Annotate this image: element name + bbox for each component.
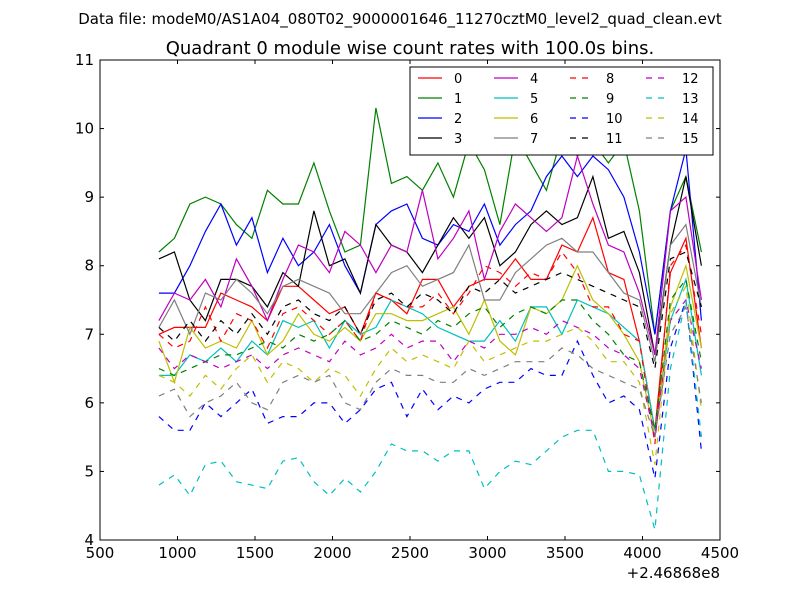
series-line-5: [158, 277, 702, 431]
y-tick-label: 11: [75, 51, 94, 69]
series-line-9: [158, 277, 702, 431]
series-line-11: [158, 251, 702, 369]
legend-label-14: 14: [682, 112, 699, 127]
series-line-13: [158, 299, 702, 530]
legend-label-2: 2: [454, 112, 462, 127]
series-line-0: [158, 215, 702, 431]
x-tick-label: 2500: [391, 544, 429, 562]
x-offset-label: +2.46868e8: [627, 564, 720, 582]
series-line-1: [158, 107, 702, 335]
legend-label-4: 4: [530, 72, 538, 87]
legend-label-8: 8: [606, 72, 614, 87]
legend-label-1: 1: [454, 92, 462, 107]
y-tick-label: 10: [75, 120, 94, 138]
x-axis: 500 1000 1500 2000 2500 3000 3500 4000 4500: [86, 60, 739, 562]
x-tick-label: 3000: [468, 544, 506, 562]
series-line-2: [158, 148, 702, 335]
series-layer: [158, 107, 702, 530]
legend-label-3: 3: [454, 132, 462, 147]
x-tick-label: 500: [86, 544, 115, 562]
chart-title: Quadrant 0 module wise count rates with …: [166, 38, 655, 59]
legend-label-10: 10: [606, 112, 623, 127]
x-tick-label: 4000: [623, 544, 661, 562]
x-tick-label: 3500: [546, 544, 584, 562]
legend-label-6: 6: [530, 112, 538, 127]
suptitle: Data file: modeM0/AS1A04_080T02_90000016…: [78, 10, 722, 29]
x-tick-label: 1500: [236, 544, 274, 562]
series-line-6: [158, 263, 702, 438]
legend-label-0: 0: [454, 72, 462, 87]
series-line-10: [158, 299, 702, 479]
legend-frame: [409, 66, 714, 156]
y-tick-label: 6: [84, 394, 94, 412]
series-line-4: [158, 153, 702, 356]
x-tick-label: 2000: [313, 544, 351, 562]
x-tick-label: 1000: [158, 544, 196, 562]
legend-label-5: 5: [530, 92, 538, 107]
y-tick-label: 7: [84, 325, 94, 343]
y-tick-label: 5: [84, 462, 94, 480]
y-tick-label: 9: [84, 188, 94, 206]
x-tick-label: 4500: [701, 544, 739, 562]
series-line-8: [158, 243, 702, 445]
series-line-14: [158, 284, 702, 465]
legend-label-9: 9: [606, 92, 614, 107]
legend-label-7: 7: [530, 132, 538, 147]
legend-label-11: 11: [606, 132, 623, 147]
series-line-12: [158, 298, 702, 438]
series-line-3: [158, 174, 702, 356]
y-tick-label: 4: [84, 531, 94, 549]
legend-label-12: 12: [682, 72, 699, 87]
series-line-15: [158, 305, 702, 438]
plot-area: 500 1000 1500 2000 2500 3000 3500 4000 4500 4 5 6 7…: [75, 51, 739, 562]
series-line-7: [158, 223, 702, 362]
legend-label-15: 15: [682, 132, 699, 147]
legend-label-13: 13: [682, 92, 699, 107]
y-tick-label: 8: [84, 257, 94, 275]
